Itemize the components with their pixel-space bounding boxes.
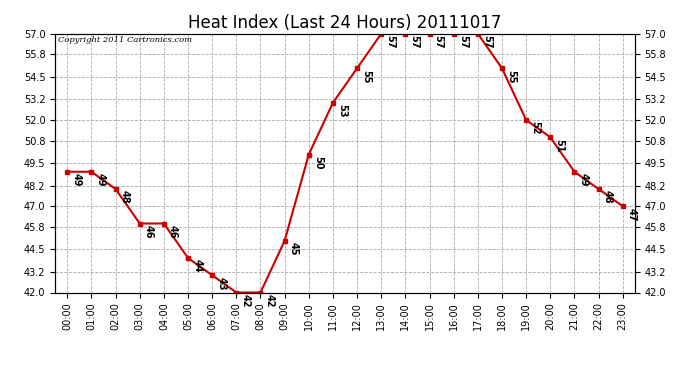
Text: 42: 42: [241, 294, 250, 307]
Text: 49: 49: [96, 173, 106, 187]
Text: 53: 53: [337, 104, 347, 118]
Text: 57: 57: [410, 35, 420, 49]
Title: Heat Index (Last 24 Hours) 20111017: Heat Index (Last 24 Hours) 20111017: [188, 14, 502, 32]
Text: 42: 42: [265, 294, 275, 307]
Text: 48: 48: [120, 190, 130, 204]
Text: 48: 48: [603, 190, 613, 204]
Text: 49: 49: [579, 173, 589, 187]
Text: 46: 46: [168, 225, 178, 238]
Text: 55: 55: [506, 70, 516, 83]
Text: 46: 46: [144, 225, 154, 238]
Text: 57: 57: [386, 35, 395, 49]
Text: 51: 51: [555, 139, 564, 152]
Text: 57: 57: [458, 35, 468, 49]
Text: 57: 57: [482, 35, 492, 49]
Text: 45: 45: [289, 242, 299, 256]
Text: 57: 57: [434, 35, 444, 49]
Text: 55: 55: [362, 70, 371, 83]
Text: 49: 49: [72, 173, 81, 187]
Text: 47: 47: [627, 208, 637, 221]
Text: 52: 52: [531, 122, 540, 135]
Text: 50: 50: [313, 156, 323, 170]
Text: 44: 44: [193, 260, 202, 273]
Text: 43: 43: [217, 277, 226, 290]
Text: Copyright 2011 Cartronics.com: Copyright 2011 Cartronics.com: [58, 36, 193, 44]
